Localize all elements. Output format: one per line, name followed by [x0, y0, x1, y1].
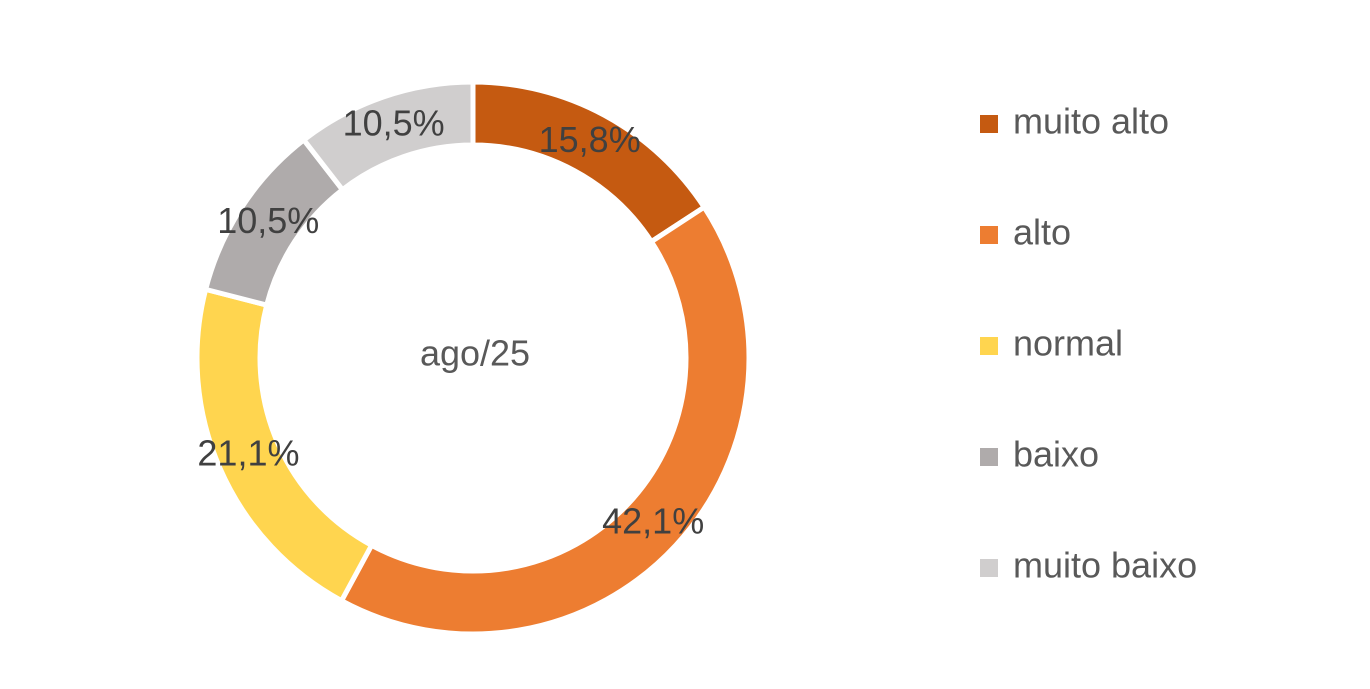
donut-slice [470, 79, 708, 246]
legend-label: normal [1013, 323, 1123, 364]
legend-label: alto [1013, 212, 1071, 253]
legend-swatch [980, 559, 998, 577]
legend-swatch [980, 448, 998, 466]
legend-label: muito baixo [1013, 545, 1197, 586]
data-label: 21,1% [197, 433, 299, 474]
legend-swatch [980, 226, 998, 244]
center-label: ago/25 [420, 333, 530, 374]
legend-label: baixo [1013, 434, 1099, 475]
data-label: 10,5% [343, 103, 445, 144]
legend-swatch [980, 115, 998, 133]
legend-swatch [980, 337, 998, 355]
data-label: 42,1% [602, 501, 704, 542]
data-label: 10,5% [217, 200, 319, 241]
legend-label: muito alto [1013, 101, 1169, 142]
donut-slice [300, 79, 476, 194]
donut-slice [338, 203, 752, 637]
data-label: 15,8% [539, 119, 641, 160]
